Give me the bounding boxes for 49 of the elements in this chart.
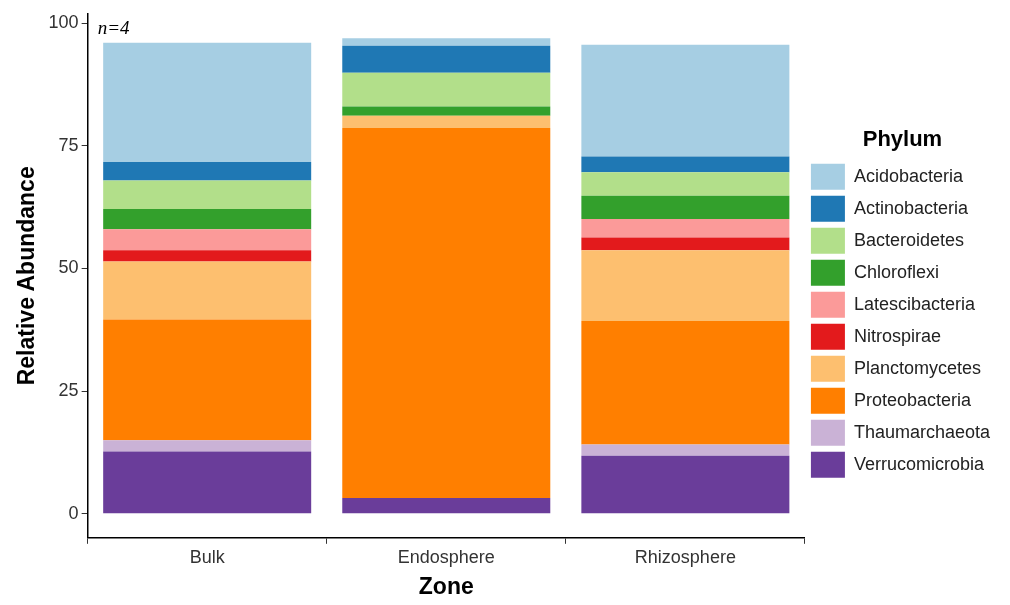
bar xyxy=(342,106,551,116)
legend-label: Verrucomicrobia xyxy=(853,453,985,474)
bar xyxy=(581,156,790,173)
bar xyxy=(581,218,790,238)
bar xyxy=(103,209,312,230)
bar xyxy=(581,237,790,251)
bar xyxy=(581,44,790,157)
legend-label: Proteobacteria xyxy=(853,389,972,410)
bar xyxy=(103,229,312,251)
bar xyxy=(581,250,790,321)
bar xyxy=(342,38,551,46)
bar xyxy=(342,45,551,73)
bar xyxy=(581,455,790,514)
annotation: n=4 xyxy=(97,17,130,39)
legend-label: Acidobacteria xyxy=(853,165,964,186)
bar xyxy=(581,172,790,196)
legend-label: Planctomycetes xyxy=(853,357,981,378)
bar xyxy=(581,444,790,456)
bar xyxy=(103,451,312,514)
y-tick-label: 0 xyxy=(68,502,79,523)
bar xyxy=(342,128,551,499)
x-axis-title: Zone xyxy=(418,572,474,599)
legend-label: Actinobacteria xyxy=(853,197,969,218)
x-tick-label: Endosphere xyxy=(397,546,495,567)
legend-label: Thaumarchaeota xyxy=(853,421,991,442)
bar xyxy=(103,250,312,262)
bar xyxy=(103,319,312,441)
x-tick-label: Rhizosphere xyxy=(634,546,736,567)
bar xyxy=(103,180,312,210)
legend-label: Chloroflexi xyxy=(853,261,939,282)
x-tick-label: Bulk xyxy=(189,546,226,567)
bar xyxy=(581,195,790,219)
bar xyxy=(342,498,551,514)
legend-title: Phylum xyxy=(862,126,943,152)
legend-label: Bacteroidetes xyxy=(853,229,964,250)
bar xyxy=(103,161,312,181)
legend-label: Nitrospirae xyxy=(853,325,941,346)
y-tick-label: 50 xyxy=(58,257,79,278)
y-tick-label: 75 xyxy=(58,134,79,155)
y-tick-label: 100 xyxy=(48,12,79,33)
bar xyxy=(342,115,551,129)
bar xyxy=(103,440,312,452)
bar xyxy=(581,320,790,445)
bar xyxy=(342,72,551,107)
bar xyxy=(103,42,312,162)
y-tick-label: 25 xyxy=(58,380,79,401)
y-axis-title: Relative Abundance xyxy=(13,166,40,386)
legend-label: Latescibacteria xyxy=(853,293,976,314)
bar xyxy=(103,261,312,320)
